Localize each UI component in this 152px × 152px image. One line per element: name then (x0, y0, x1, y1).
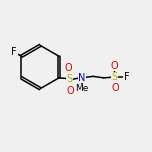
Text: F: F (124, 72, 129, 82)
Text: Me: Me (75, 84, 89, 93)
Text: N: N (78, 73, 86, 83)
Text: O: O (110, 61, 118, 71)
Text: S: S (112, 72, 118, 82)
Text: O: O (66, 86, 74, 96)
Text: S: S (66, 74, 73, 84)
Text: F: F (11, 47, 17, 57)
Text: O: O (112, 83, 119, 93)
Text: O: O (65, 63, 73, 73)
